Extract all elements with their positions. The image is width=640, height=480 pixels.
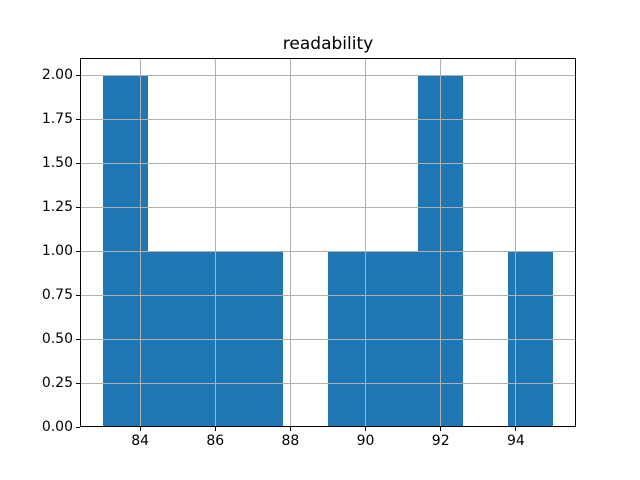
y-tick-label: 1.50 — [41, 154, 73, 171]
gridline-y — [80, 294, 576, 296]
y-tick-label: 0.25 — [41, 374, 73, 391]
gridline-y — [80, 74, 576, 76]
x-tick-mark — [515, 427, 517, 432]
gridline-y — [80, 382, 576, 384]
gridline-x — [214, 57, 216, 428]
gridline-x — [440, 57, 442, 428]
y-tick-mark — [76, 382, 80, 384]
y-tick-label: 1.00 — [41, 242, 73, 259]
gridline-y — [80, 162, 576, 164]
gridline-x — [139, 57, 141, 428]
x-tick-label: 90 — [356, 433, 375, 450]
x-tick-label: 88 — [281, 433, 300, 450]
gridline-y — [80, 338, 576, 340]
gridline-y — [80, 206, 576, 208]
y-tick-mark — [76, 426, 80, 428]
y-tick-mark — [76, 74, 80, 76]
gridline-y — [80, 250, 576, 252]
x-tick-mark — [214, 427, 216, 432]
y-tick-mark — [76, 250, 80, 252]
x-tick-label: 84 — [131, 433, 150, 450]
y-tick-label: 0.75 — [41, 286, 73, 303]
y-tick-label: 1.75 — [41, 110, 73, 127]
gridline-x — [365, 57, 367, 428]
gridline-x — [289, 57, 291, 428]
x-tick-label: 86 — [206, 433, 225, 450]
y-tick-label: 1.25 — [41, 198, 73, 215]
gridline-x — [515, 57, 517, 428]
plot-area — [80, 57, 576, 428]
y-tick-mark — [76, 118, 80, 120]
x-tick-mark — [289, 427, 291, 432]
x-tick-label: 94 — [506, 433, 525, 450]
x-tick-label: 92 — [431, 433, 450, 450]
y-tick-mark — [76, 206, 80, 208]
y-tick-label: 0.00 — [41, 418, 73, 435]
y-tick-label: 2.00 — [41, 66, 73, 83]
y-tick-mark — [76, 294, 80, 296]
chart-title: readability — [282, 34, 374, 54]
x-tick-mark — [365, 427, 367, 432]
gridline-y — [80, 118, 576, 120]
x-tick-mark — [139, 427, 141, 432]
y-tick-mark — [76, 338, 80, 340]
x-tick-mark — [440, 427, 442, 432]
y-tick-mark — [76, 162, 80, 164]
y-tick-label: 0.50 — [41, 330, 73, 347]
gridline-y — [80, 426, 576, 428]
